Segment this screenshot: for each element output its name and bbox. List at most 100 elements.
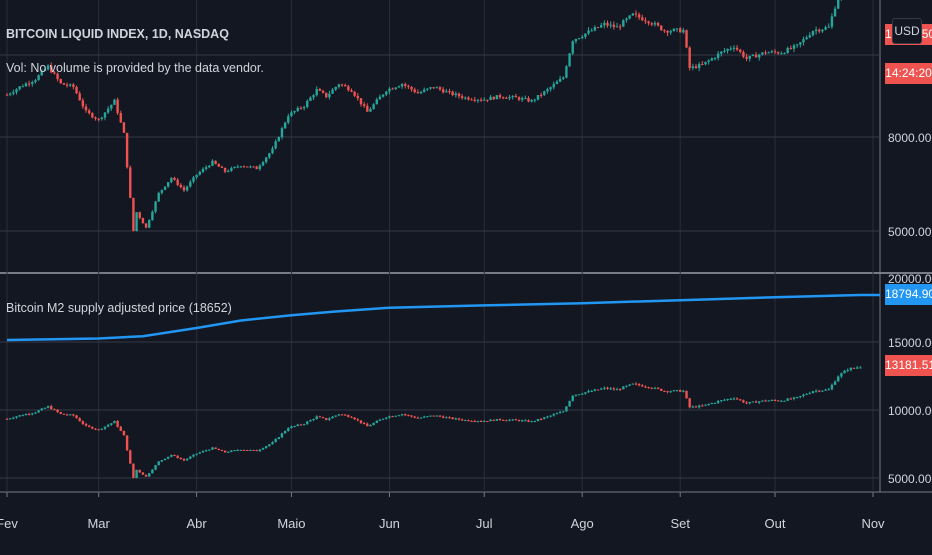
sub-candle-body <box>144 474 148 477</box>
candle-body <box>454 93 458 96</box>
currency-button[interactable]: USD <box>892 18 922 44</box>
sub-candle-body <box>385 417 388 419</box>
candle-body <box>151 211 154 221</box>
candle-body <box>122 122 126 133</box>
sub-candle-body <box>312 419 315 421</box>
sub-candle-body <box>637 384 641 386</box>
candle-body <box>581 36 584 39</box>
sub-candle-body <box>8 418 12 420</box>
candle-body <box>12 92 15 94</box>
time-axis-label: Out <box>765 516 786 531</box>
candle-body <box>568 53 571 67</box>
candle-body <box>786 48 789 54</box>
candle-body <box>704 61 707 65</box>
candle-body <box>343 85 347 87</box>
candle-body <box>701 64 704 66</box>
candle-body <box>546 89 549 92</box>
candle-body <box>321 90 325 93</box>
candle-body <box>277 136 281 142</box>
sub-candle-body <box>375 420 378 423</box>
candle-body <box>50 65 53 73</box>
candle-body <box>404 84 407 86</box>
candle-body <box>833 8 837 17</box>
sub-candle-body <box>122 430 126 436</box>
main-price-label: 5000.00 <box>888 225 932 239</box>
candle-body <box>827 26 830 28</box>
sub-candle-body <box>12 417 15 419</box>
candle-body <box>27 83 31 85</box>
sub-candle-body <box>5 418 9 420</box>
candle-body <box>195 174 198 178</box>
sub-candle-body <box>413 416 416 418</box>
sub-candle-body <box>189 456 192 459</box>
candle-body <box>249 166 252 168</box>
candle-body <box>780 53 783 55</box>
sub-candle-body <box>539 418 543 420</box>
candle-body <box>739 49 742 52</box>
candle-body <box>795 44 799 46</box>
sub-candle-body <box>34 412 37 414</box>
candle-body <box>618 26 622 28</box>
candle-body <box>15 89 18 93</box>
sub-candle-body <box>780 400 783 402</box>
candle-body <box>18 86 21 90</box>
sub-candle-body <box>239 449 243 451</box>
candle-body <box>735 47 739 50</box>
candle-body <box>334 87 337 90</box>
candle-body <box>24 83 28 87</box>
sub-candle-body <box>321 417 325 419</box>
sub-candle-body <box>451 417 454 419</box>
candle-body <box>489 96 492 101</box>
sub-candle-body <box>350 416 353 418</box>
candle-body <box>239 166 243 168</box>
candle-body <box>726 48 729 51</box>
candle-body <box>634 13 638 15</box>
candle-body <box>369 108 372 112</box>
sub-candle-body <box>84 423 88 426</box>
candle-body <box>290 112 293 117</box>
sub-candle-body <box>372 422 375 426</box>
sub-candle-body <box>792 397 796 399</box>
sub-candle-body <box>827 389 830 391</box>
candle-body <box>337 84 341 88</box>
sub-candle-body <box>852 367 856 369</box>
candle-body <box>783 53 786 55</box>
candle-body <box>227 170 230 172</box>
sub-candle-body <box>75 415 78 419</box>
candle-body <box>46 65 50 70</box>
candle-body <box>116 99 119 114</box>
candle-body <box>666 30 669 33</box>
sub-candle-body <box>233 450 236 452</box>
sub-candle-body <box>584 392 587 394</box>
candle-body <box>451 91 454 96</box>
sub-candle-body <box>337 414 341 416</box>
indicator-line <box>6 293 861 342</box>
candle-body <box>716 53 720 59</box>
sub-candle-body <box>242 449 246 451</box>
candle-body <box>214 160 217 164</box>
candle-body <box>732 47 736 49</box>
sub-candle-body <box>154 465 157 470</box>
candle-body <box>517 97 521 100</box>
sub-candle-body <box>596 389 600 391</box>
sub-candle-body <box>56 409 59 413</box>
candle-body <box>697 64 701 69</box>
candle-body <box>609 24 612 26</box>
sub-candle-body <box>473 421 476 423</box>
sub-candle-body <box>223 450 227 453</box>
candle-body <box>59 79 62 84</box>
sub-candle-body <box>24 413 28 416</box>
sub-candle-body <box>277 437 281 440</box>
candle-body <box>252 166 255 168</box>
candle-body <box>422 89 426 92</box>
candle-body <box>549 87 552 90</box>
candle-body <box>233 166 236 168</box>
sub-candle-body <box>735 398 739 400</box>
sub-candle-body <box>21 415 25 417</box>
sub-candle-body <box>287 428 290 431</box>
candle-body <box>201 168 205 172</box>
sub-candle-body <box>511 419 514 421</box>
sub-candle-body <box>609 388 612 390</box>
sub-candle-body <box>148 473 151 477</box>
